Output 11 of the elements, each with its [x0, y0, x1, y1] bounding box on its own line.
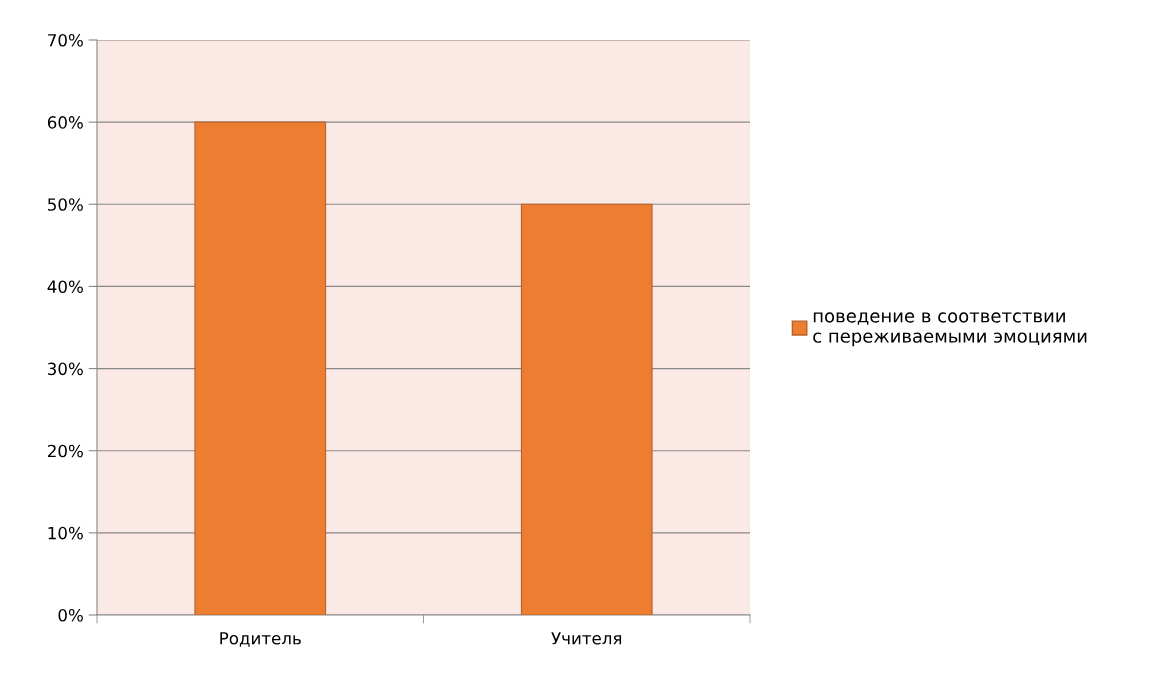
x-tick-label: Родитель — [220, 632, 301, 647]
legend-label: поведение в соответствии с переживаемыми эмоциями — [813, 312, 1087, 347]
y-tick-label: 10% — [48, 526, 83, 540]
y-tick-label: 30% — [48, 362, 83, 376]
y-tick-label: 20% — [47, 444, 83, 458]
y-tick-label: 70% — [48, 33, 83, 47]
y-tick-label: 50% — [48, 198, 83, 211]
y-tick-label: 40% — [47, 280, 83, 293]
x-tick-label: Учителя — [551, 632, 622, 645]
y-tick-label: 60% — [47, 116, 83, 129]
y-tick-label: 0% — [58, 608, 83, 622]
